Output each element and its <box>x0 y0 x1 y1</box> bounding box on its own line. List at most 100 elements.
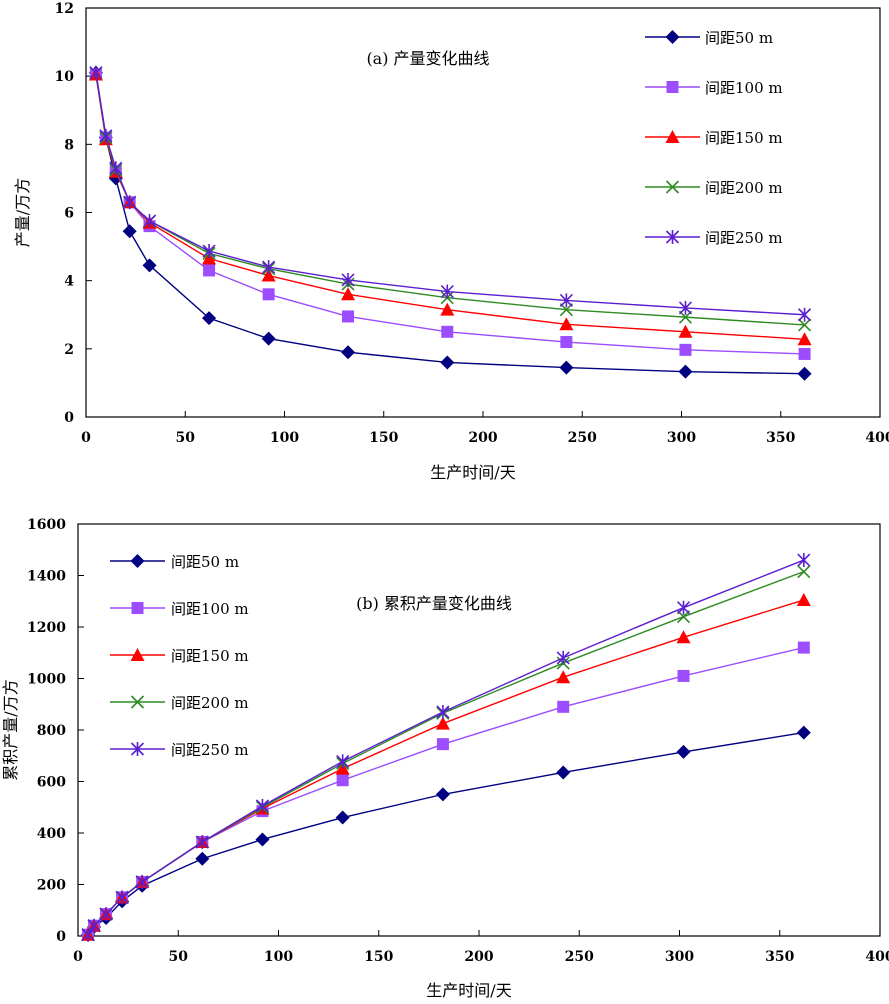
x-tick-label: 150 <box>364 949 393 965</box>
x-tick-label: 0 <box>81 430 91 446</box>
legend-marker <box>130 554 145 568</box>
x-tick-label: 100 <box>270 430 299 446</box>
data-point <box>123 195 137 210</box>
legend-entry: 间距250 m <box>645 229 783 247</box>
x-tick-label: 0 <box>73 949 83 965</box>
data-point <box>109 161 123 176</box>
data-point <box>195 835 209 850</box>
legend-entry: 间距50 m <box>645 29 773 47</box>
y-tick-label: 10 <box>55 69 75 85</box>
y-tick-label: 1400 <box>27 569 66 585</box>
data-point <box>556 670 571 684</box>
x-tick-label: 200 <box>464 949 493 965</box>
data-point <box>335 810 350 825</box>
data-point <box>342 310 355 323</box>
data-point <box>262 260 276 275</box>
data-point <box>556 650 570 665</box>
legend-marker <box>666 81 679 93</box>
data-point <box>436 704 450 719</box>
data-point <box>557 700 570 713</box>
x-tick-label: 300 <box>667 430 696 446</box>
x-tick-label: 300 <box>665 949 694 965</box>
series-2 <box>89 68 811 360</box>
plot-area-frame <box>85 7 881 418</box>
x-tick-label: 250 <box>565 949 594 965</box>
data-point <box>202 311 217 326</box>
legend-label: 间距50 m <box>171 553 239 571</box>
data-point <box>99 907 113 922</box>
y-tick-label: 1600 <box>27 517 66 533</box>
legend-entry: 间距200 m <box>110 694 249 712</box>
data-point <box>797 565 811 579</box>
legend-marker <box>130 648 145 661</box>
data-point <box>203 264 216 277</box>
data-point <box>676 630 691 644</box>
x-tick-label: 350 <box>766 430 795 446</box>
legend-label: 间距50 m <box>705 29 773 47</box>
legend-marker <box>665 230 680 244</box>
data-point <box>798 347 811 360</box>
legend-label: 间距200 m <box>171 694 249 712</box>
data-point <box>81 927 95 942</box>
data-point <box>89 65 103 80</box>
legend-marker <box>665 130 680 143</box>
y-tick-label: 6 <box>64 206 74 222</box>
legend-label: 间距250 m <box>705 229 783 247</box>
data-point <box>122 224 137 239</box>
chart-title: (b) 累积产量变化曲线 <box>356 594 512 613</box>
data-point <box>341 345 356 360</box>
legend-marker <box>130 695 145 709</box>
data-point <box>560 336 573 349</box>
legend-label: 间距100 m <box>705 79 783 97</box>
data-point <box>255 832 270 847</box>
data-point <box>798 307 812 322</box>
data-point <box>261 268 276 282</box>
data-point <box>341 272 355 287</box>
data-point <box>436 738 449 751</box>
data-point <box>796 725 811 740</box>
data-point <box>677 669 690 682</box>
y-tick-label: 800 <box>37 723 66 739</box>
legend-entry: 间距150 m <box>110 647 249 665</box>
legend-marker <box>665 180 680 194</box>
data-point <box>676 600 691 615</box>
data-point <box>559 303 573 317</box>
legend-entry: 间距250 m <box>110 741 249 759</box>
data-point <box>798 318 812 332</box>
data-point <box>559 317 574 331</box>
legend-marker <box>130 742 145 756</box>
data-point <box>336 774 349 787</box>
chart-title: (a) 产量变化曲线 <box>366 49 489 68</box>
x-tick-label: 200 <box>468 430 497 446</box>
data-point <box>797 553 811 568</box>
series-line <box>95 72 805 316</box>
data-point <box>195 851 210 866</box>
data-point <box>202 244 216 259</box>
data-point <box>559 293 573 308</box>
chart-a: 0 50 100 150 200 250 300 350 400 0 2 4 6 8 10 12 生产时间/天 产… <box>13 1 889 482</box>
data-point <box>135 874 149 889</box>
x-tick-label: 150 <box>369 430 398 446</box>
series-5 <box>89 65 812 322</box>
legend-label: 间距100 m <box>171 600 249 618</box>
data-point <box>142 214 157 229</box>
legend-entry: 间距100 m <box>110 600 249 618</box>
y-tick-label: 0 <box>64 410 74 426</box>
data-point <box>341 287 356 301</box>
data-point <box>435 716 450 730</box>
data-point <box>440 284 454 299</box>
data-point <box>556 765 571 780</box>
series-3 <box>81 592 811 941</box>
data-point <box>678 324 693 338</box>
data-point <box>440 302 455 316</box>
series-5 <box>81 553 811 942</box>
x-tick-label: 400 <box>865 949 889 965</box>
legend-marker <box>665 30 680 44</box>
data-point <box>678 310 693 324</box>
data-point <box>99 128 113 143</box>
legend-marker <box>131 602 144 614</box>
y-tick-label: 600 <box>37 775 66 791</box>
legend-label: 间距150 m <box>705 129 783 147</box>
x-axis-label: 生产时间/天 <box>426 981 511 1000</box>
